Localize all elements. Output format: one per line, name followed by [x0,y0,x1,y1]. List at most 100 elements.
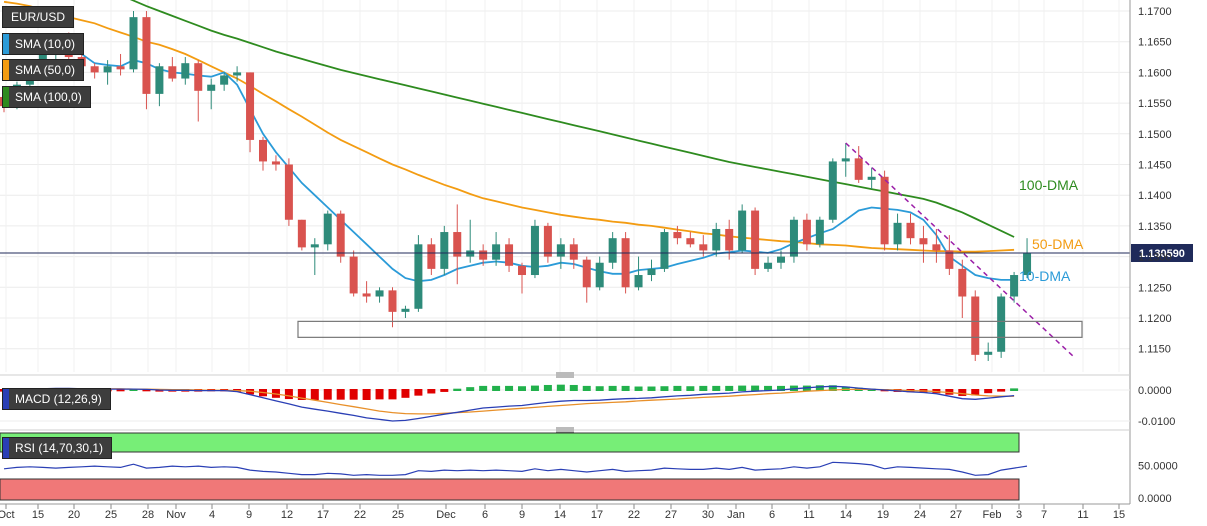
sma50-line [3,0,1015,253]
rsi-tick-label: 0.0000 [1138,493,1172,505]
x-tick-label: 11 [1077,509,1088,521]
legend-sma50[interactable]: SMA (50,0) [2,59,85,81]
candle-body [505,244,514,266]
candle-body [349,256,358,294]
candle-body [789,219,798,257]
macd-histogram-bar [505,385,514,391]
x-tick-label: 27 [950,509,962,521]
y-tick-label: 1.1650 [1138,37,1172,49]
legend-rsi-label: RSI (14,70,30,1) [15,441,104,455]
x-tick-label: 6 [482,509,488,521]
candle-body [181,63,190,79]
symbol-label: EUR/USD [2,6,75,28]
x-tick-label: 20 [68,509,80,521]
candle-body [854,158,863,180]
candle-body [958,268,967,297]
sma50-path [3,0,1015,253]
sma100-path [129,0,1015,238]
macd-histogram-bar [686,386,695,391]
macd-histogram-bar [129,389,138,391]
candle-body [725,228,734,251]
macd-histogram-bar [492,385,501,391]
macd-histogram-bar [777,385,785,391]
candle-body [233,72,242,76]
dma-annotation: 100-DMA [1019,177,1079,193]
macd-histogram-bar [453,388,462,391]
macd-histogram-bar [440,389,449,392]
rsi-line [3,461,1028,476]
x-tick-label: 7 [1041,509,1047,521]
candle-body [103,66,112,73]
candle-body [401,308,410,312]
candle-body [284,164,293,220]
sma50-swatch [3,60,9,80]
candle-body [414,244,423,309]
x-tick-label: 9 [519,509,525,521]
candle-body [323,213,332,245]
rsi-oversold-band [0,478,1020,501]
x-tick-label: 9 [246,509,252,521]
macd-histogram-bar [634,386,643,391]
candle-body [220,75,229,85]
candle-body [518,265,526,276]
candle-body [945,250,954,269]
macd-histogram-bar [543,384,552,391]
macd-histogram-bar [725,385,734,391]
candle-body [828,161,837,220]
x-tick-label: 25 [392,509,404,521]
sma100-line [129,0,1015,238]
x-tick-label: 11 [803,509,814,521]
macd-histogram-bar [427,389,436,394]
macd-histogram-bar [414,389,423,396]
macd-histogram-bar [738,385,747,391]
x-tick-label: Dec [436,509,456,521]
legend-rsi[interactable]: RSI (14,70,30,1) [2,437,113,459]
macd-histogram-bar [556,384,565,391]
x-tick-label: 22 [628,509,640,521]
candle-body [310,244,319,248]
support-rectangle [297,320,1083,338]
y-tick-label: 1.1500 [1138,129,1172,141]
x-tick-label: 4 [209,509,215,521]
y-tick-label: 1.1400 [1138,190,1172,202]
legend-sma50-label: SMA (50,0) [15,63,76,77]
candle-body [479,250,488,260]
legend-sma100-label: SMA (100,0) [15,90,82,104]
candle-body [815,219,824,245]
macd-histogram-bar [660,386,669,391]
rsi-overbought-band [0,432,1020,453]
candle-body [530,225,539,276]
candle-body [777,256,785,263]
macd-histogram-bar [621,385,630,391]
macd-histogram-bar [375,389,384,400]
macd-histogram-bar [518,386,526,391]
macd-histogram-bar [751,385,760,391]
macd-tick-label: -0.0100 [1138,416,1175,428]
main-grid [0,0,1130,372]
candle-body [207,84,216,91]
candle-body [492,244,501,260]
price-label-bg [1131,244,1193,262]
x-tick-label: 22 [354,509,366,521]
macd-histogram-bar [1010,388,1019,391]
legend-sma100[interactable]: SMA (100,0) [2,86,91,108]
candle-body [595,262,604,288]
candle-body [336,213,345,257]
macd-histogram-bar [362,389,371,400]
panel-dividers[interactable] [0,372,1130,433]
x-tick-label: 3 [1016,509,1022,521]
x-tick-label: Nov [166,509,186,521]
legend-macd[interactable]: MACD (12,26,9) [2,388,111,410]
sma10-swatch [3,34,9,54]
macd-histogram-bar [401,389,410,398]
macd-histogram-bar [608,385,617,391]
candle-body [388,290,397,312]
dma-annotation: 10-DMA [1019,268,1071,284]
candle-body [673,232,682,239]
macd-histogram-bar [815,385,824,391]
legend-sma10[interactable]: SMA (10,0) [2,33,85,55]
candle-body [634,275,643,288]
macd-signal-line [4,388,1015,415]
candle-body [375,290,384,297]
candle-body [569,244,578,260]
